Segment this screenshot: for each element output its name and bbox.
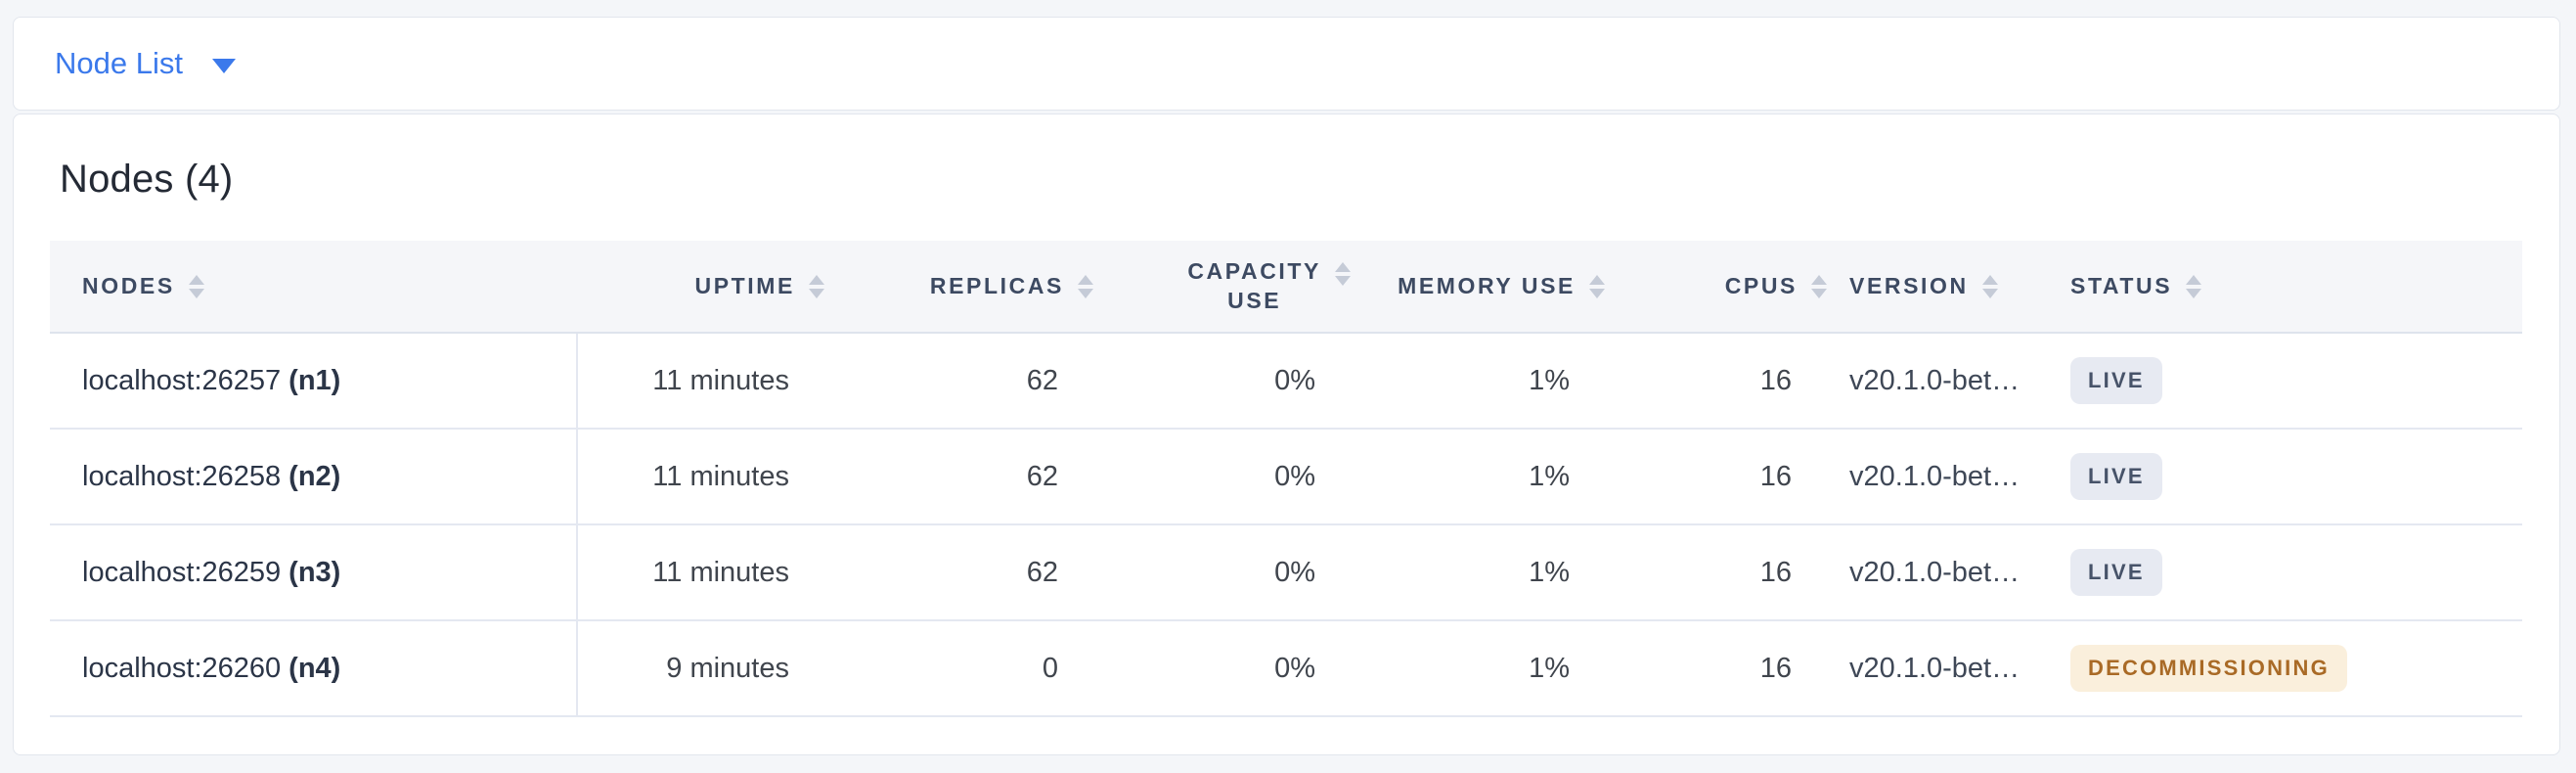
node-id: (n3) <box>289 556 341 588</box>
cpus-cell: 16 <box>1759 460 1792 492</box>
caret-down-icon <box>211 58 236 73</box>
status-badge: LIVE <box>2070 549 2162 596</box>
sort-icon <box>809 274 824 298</box>
node-address-cell: localhost:26257 (n1) <box>50 334 578 428</box>
column-header-label: MEMORY USE <box>1398 273 1576 298</box>
table-row: localhost:26257 (n1) 11 minutes 62 0% 1%… <box>50 334 2522 430</box>
sort-icon <box>188 274 204 298</box>
table-row: localhost:26259 (n3) 11 minutes 62 0% 1%… <box>50 525 2522 621</box>
sort-icon <box>1335 262 1351 286</box>
cpus-cell: 16 <box>1759 652 1792 684</box>
column-header-label: CPUS <box>1724 273 1798 298</box>
cpus-cell: 16 <box>1759 556 1792 588</box>
status-cell: LIVE <box>2045 525 2522 619</box>
node-address: localhost:26257 <box>82 364 282 396</box>
sort-icon <box>1589 274 1605 298</box>
column-header-replicas[interactable]: REPLICAS <box>824 241 1093 332</box>
capacity-use-cell: 0% <box>1274 556 1315 588</box>
node-address-cell: localhost:26260 (n4) <box>50 621 578 715</box>
version-cell: v20.1.0-bet… <box>1849 556 2021 588</box>
sort-icon <box>1981 274 1998 298</box>
column-header-cpus[interactable]: CPUS <box>1605 241 1827 332</box>
nodes-table: NODES UPTIME REPLICAS CAPACITY USE <box>50 241 2522 717</box>
capacity-use-cell: 0% <box>1274 652 1315 684</box>
memory-use-cell: 1% <box>1529 460 1570 492</box>
column-header-label: CAPACITY USE <box>1187 257 1321 313</box>
uptime-cell: 11 minutes <box>652 460 789 492</box>
status-badge: DECOMMISSIONING <box>2070 645 2347 692</box>
node-address: localhost:26259 <box>82 556 282 588</box>
uptime-cell: 11 minutes <box>652 364 789 396</box>
column-header-memory-use[interactable]: MEMORY USE <box>1351 241 1605 332</box>
node-address-cell: localhost:26258 (n2) <box>50 430 578 523</box>
column-header-label: REPLICAS <box>929 273 1064 298</box>
column-header-label: VERSION <box>1849 273 1969 298</box>
node-address-cell: localhost:26259 (n3) <box>50 525 578 619</box>
uptime-cell: 11 minutes <box>652 556 789 588</box>
replicas-cell: 0 <box>1042 652 1058 684</box>
column-header-label: UPTIME <box>694 273 795 298</box>
table-header-row: NODES UPTIME REPLICAS CAPACITY USE <box>50 241 2522 334</box>
status-cell: LIVE <box>2045 334 2522 428</box>
node-id: (n1) <box>289 364 341 396</box>
status-cell: LIVE <box>2045 430 2522 523</box>
status-cell: DECOMMISSIONING <box>2045 621 2522 715</box>
status-badge: LIVE <box>2070 357 2162 404</box>
column-header-capacity-use[interactable]: CAPACITY USE <box>1093 241 1351 332</box>
table-header: NODES UPTIME REPLICAS CAPACITY USE <box>50 241 2522 334</box>
replicas-cell: 62 <box>1026 556 1058 588</box>
version-cell: v20.1.0-bet… <box>1849 364 2021 396</box>
column-header-label: NODES <box>82 273 175 298</box>
column-header-uptime[interactable]: UPTIME <box>578 241 824 332</box>
table-row: localhost:26258 (n2) 11 minutes 62 0% 1%… <box>50 430 2522 525</box>
memory-use-cell: 1% <box>1529 364 1570 396</box>
node-id: (n4) <box>289 652 341 684</box>
nodes-panel: Nodes (4) NODES UPTIME REPLICAS CAP <box>13 114 2560 755</box>
column-header-label: STATUS <box>2070 273 2173 298</box>
panel-title: Nodes (4) <box>60 158 234 201</box>
capacity-use-cell: 0% <box>1274 364 1315 396</box>
uptime-cell: 9 minutes <box>666 652 789 684</box>
version-cell: v20.1.0-bet… <box>1849 652 2021 684</box>
table-body: localhost:26257 (n1) 11 minutes 62 0% 1%… <box>50 334 2522 717</box>
status-badge: LIVE <box>2070 453 2162 500</box>
replicas-cell: 62 <box>1026 460 1058 492</box>
memory-use-cell: 1% <box>1529 652 1570 684</box>
column-header-nodes[interactable]: NODES <box>50 241 578 332</box>
node-id: (n2) <box>289 460 341 492</box>
table-row: localhost:26260 (n4) 9 minutes 0 0% 1% 1… <box>50 621 2522 717</box>
sort-icon <box>1078 274 1093 298</box>
column-header-status[interactable]: STATUS <box>2045 241 2522 332</box>
view-selector-label: Node List <box>55 46 183 80</box>
view-selector-bar: Node List <box>13 17 2560 111</box>
cpus-cell: 16 <box>1759 364 1792 396</box>
version-cell: v20.1.0-bet… <box>1849 460 2021 492</box>
memory-use-cell: 1% <box>1529 556 1570 588</box>
node-address: localhost:26258 <box>82 460 282 492</box>
replicas-cell: 62 <box>1026 364 1058 396</box>
sort-icon <box>2186 274 2202 298</box>
column-header-version[interactable]: VERSION <box>1827 241 2045 332</box>
node-address: localhost:26260 <box>82 652 282 684</box>
view-selector-dropdown[interactable]: Node List <box>55 46 236 81</box>
capacity-use-cell: 0% <box>1274 460 1315 492</box>
sort-icon <box>1811 274 1827 298</box>
